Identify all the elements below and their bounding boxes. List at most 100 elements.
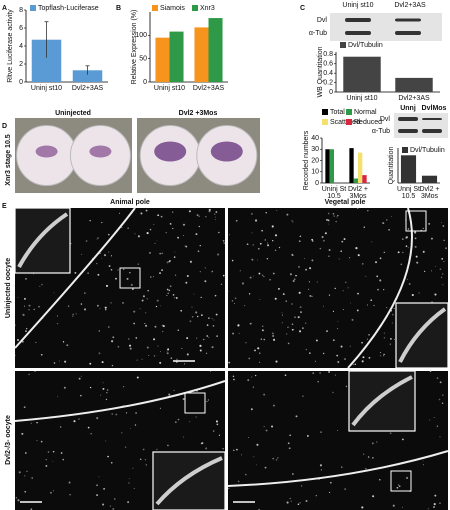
speckle — [56, 323, 59, 325]
speckle — [80, 375, 82, 377]
speckle — [231, 259, 234, 262]
speckle — [328, 370, 331, 374]
speckle — [159, 272, 161, 275]
speckle — [422, 227, 424, 230]
speckle — [433, 416, 435, 418]
speckle — [197, 250, 200, 253]
speckle — [168, 289, 171, 292]
speckle — [332, 391, 334, 394]
bar — [358, 152, 363, 183]
speckle — [304, 322, 307, 325]
speckle — [153, 276, 154, 278]
speckle — [248, 436, 250, 438]
blot-band — [345, 31, 371, 35]
speckle — [115, 277, 117, 280]
speckle — [281, 312, 283, 314]
speckle — [135, 412, 137, 414]
speckle — [21, 432, 24, 435]
speckle — [146, 346, 149, 349]
speckle — [445, 247, 448, 250]
x-tick-label: Dvl2+3AS — [192, 85, 225, 92]
speckle — [105, 284, 109, 287]
speckle — [301, 485, 303, 487]
speckle — [232, 375, 235, 378]
speckle — [30, 422, 32, 424]
speckle — [208, 317, 210, 320]
speckle — [334, 287, 336, 290]
speckle — [177, 236, 180, 239]
speckle — [272, 457, 275, 460]
panel-label: B — [116, 5, 121, 12]
speckle — [228, 361, 231, 364]
speckle — [205, 216, 207, 218]
speckle — [249, 276, 252, 279]
speckle — [90, 433, 92, 435]
speckle — [39, 285, 41, 287]
speckle — [238, 332, 240, 334]
speckle — [204, 280, 207, 283]
speckle — [351, 318, 354, 321]
speckle — [368, 356, 371, 359]
speckle — [195, 311, 198, 314]
speckle — [16, 338, 20, 342]
blot-band — [345, 18, 371, 22]
speckle — [234, 297, 237, 300]
speckle — [58, 360, 60, 362]
speckle — [362, 356, 365, 359]
speckle — [75, 313, 77, 315]
speckle — [411, 293, 414, 297]
speckle — [372, 457, 374, 459]
speckle — [315, 339, 318, 342]
speckle — [14, 324, 16, 326]
speckle — [350, 302, 352, 304]
speckle — [379, 355, 381, 357]
bar — [349, 148, 354, 183]
speckle — [150, 276, 152, 278]
speckle — [133, 488, 135, 490]
speckle — [105, 398, 108, 401]
y-axis-title: Recorded numbers — [303, 130, 310, 190]
speckle — [389, 343, 391, 345]
speckle — [276, 210, 278, 211]
speckle — [129, 271, 131, 274]
speckle — [17, 297, 19, 298]
speckle — [328, 255, 330, 257]
speckle — [287, 326, 289, 328]
speckle — [249, 322, 252, 325]
speckle — [189, 320, 192, 323]
speckle — [235, 219, 238, 222]
speckle — [342, 290, 344, 292]
column-title: Vegetal pole — [325, 199, 366, 206]
speckle — [319, 372, 321, 374]
speckle — [422, 250, 425, 253]
speckle — [134, 233, 136, 235]
photo-title: Dvl2 +3Mos — [179, 110, 218, 117]
speckle — [292, 221, 294, 223]
bar — [400, 155, 417, 183]
speckle — [264, 239, 266, 241]
speckle — [148, 251, 152, 254]
legend-label: Siamois — [160, 5, 185, 12]
speckle — [252, 386, 254, 388]
speckle — [145, 312, 147, 314]
speckle — [186, 274, 189, 277]
speckle — [332, 339, 335, 342]
y-tick-label: 20 — [311, 157, 319, 164]
speckle — [321, 235, 324, 239]
speckle — [405, 236, 408, 239]
speckle — [35, 422, 38, 424]
speckle — [439, 502, 441, 504]
speckle — [166, 261, 169, 264]
speckle — [208, 336, 210, 338]
speckle — [273, 404, 275, 407]
zoom-box — [184, 392, 206, 414]
speckle — [108, 265, 111, 267]
speckle — [274, 249, 277, 251]
speckle — [72, 315, 74, 317]
speckle — [443, 261, 445, 263]
speckle — [393, 338, 395, 340]
speckle — [24, 475, 26, 477]
speckle — [180, 309, 183, 312]
speckle — [45, 464, 48, 467]
speckle — [265, 212, 267, 214]
